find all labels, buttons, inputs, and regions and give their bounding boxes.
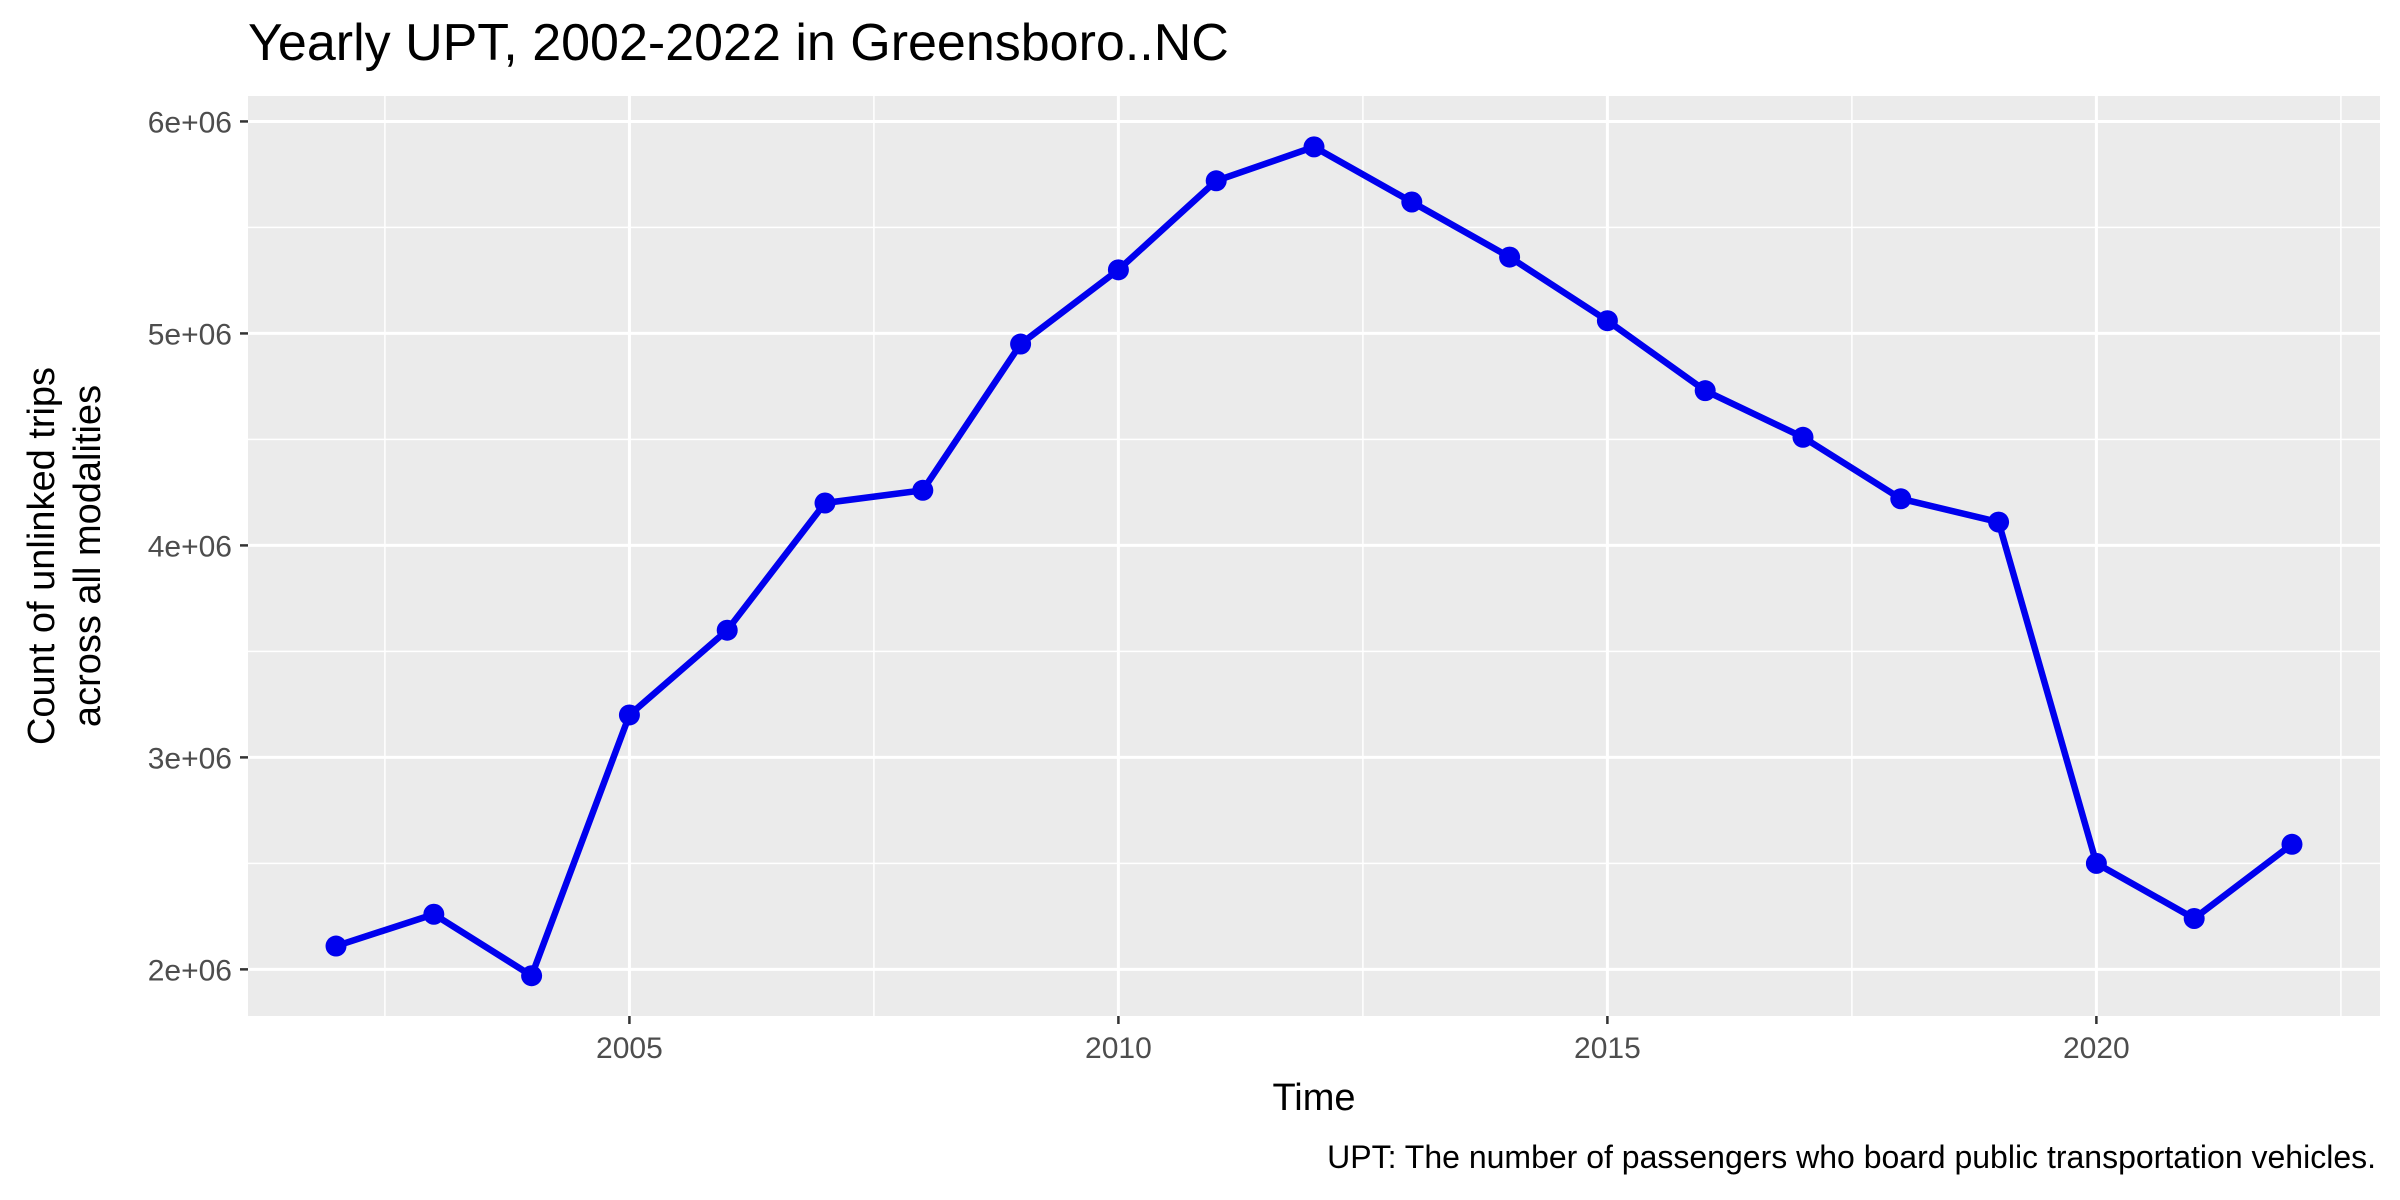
y-tick-label: 5e+06 [148, 318, 232, 351]
data-point [1107, 259, 1129, 281]
data-point [1303, 136, 1325, 158]
data-point [1792, 426, 1814, 448]
y-tick-label: 4e+06 [148, 530, 232, 563]
data-point [1694, 380, 1716, 402]
y-tick-label: 3e+06 [148, 742, 232, 775]
data-point [2085, 852, 2107, 874]
data-point [1890, 488, 1912, 510]
y-axis-title-line-1: Count of unlinked trips [21, 367, 63, 745]
chart-title: Yearly UPT, 2002-2022 in Greensboro..NC [248, 14, 1229, 72]
y-axis-title-line-2: across all modalities [67, 385, 109, 727]
x-tick-label: 2015 [1574, 1032, 1641, 1065]
data-point [521, 965, 543, 987]
data-point [912, 479, 934, 501]
data-point [1499, 246, 1521, 268]
x-tick-label: 2020 [2063, 1032, 2130, 1065]
chart-caption: UPT: The number of passengers who board … [1327, 1139, 2376, 1175]
data-point [423, 903, 445, 925]
y-axis-ticks: 2e+06 3e+06 4e+06 5e+06 6e+06 [148, 106, 248, 987]
x-tick-label: 2005 [596, 1032, 663, 1065]
data-point [618, 704, 640, 726]
y-tick-label: 2e+06 [148, 954, 232, 987]
data-point [2281, 833, 2303, 855]
data-point [2183, 907, 2205, 929]
data-point [716, 619, 738, 641]
minor-gridlines [248, 96, 2380, 1016]
data-point [1401, 191, 1423, 213]
data-point [814, 492, 836, 514]
data-point [1988, 511, 2010, 533]
x-axis-title: Time [1272, 1077, 1355, 1119]
major-gridlines [248, 96, 2380, 1016]
series-layer [325, 136, 2303, 987]
data-point [1596, 310, 1618, 332]
data-point [325, 935, 347, 957]
data-point [1010, 333, 1032, 355]
data-point [1205, 170, 1227, 192]
y-tick-label: 6e+06 [148, 106, 232, 139]
x-axis-ticks: 2005 2010 2015 2020 [596, 1016, 2130, 1065]
x-tick-label: 2010 [1085, 1032, 1152, 1065]
